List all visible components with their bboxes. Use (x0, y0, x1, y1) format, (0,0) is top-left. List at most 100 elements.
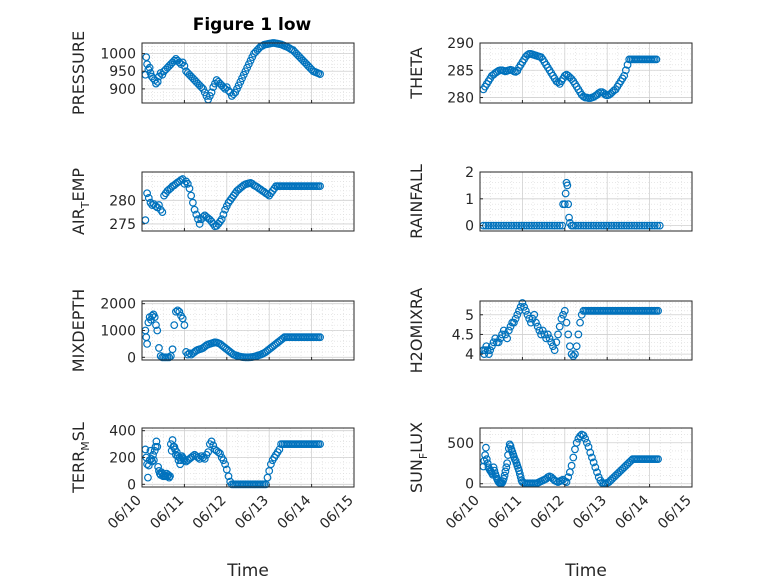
data-point (502, 463, 511, 472)
data-point (185, 184, 194, 193)
data-point (153, 77, 162, 86)
axes-box (479, 427, 693, 488)
y-label-part: SUN (407, 459, 426, 493)
y-tick-label: 1000 (100, 47, 136, 63)
data-point (144, 473, 152, 482)
subplot-3: 275 280 AIRTEMP (69, 168, 355, 235)
data-point (486, 346, 495, 355)
y-tick-label: 5 (465, 308, 474, 324)
data-point (219, 83, 228, 92)
data-point (316, 333, 324, 342)
data-point (650, 221, 659, 230)
data-point (643, 221, 651, 230)
data-point (574, 330, 583, 339)
y-axis-label: RAINFALL (407, 164, 426, 239)
x-tick-label: 06/13 (232, 493, 272, 533)
y-tick-label: 4 (465, 347, 474, 363)
y-axis-label: THETA (407, 47, 426, 99)
data-point (229, 90, 238, 99)
data-point (564, 200, 573, 209)
y-tick-label: 0 (465, 477, 474, 493)
data-point (170, 56, 179, 65)
x-tick-label: 06/15 (655, 493, 695, 533)
data-point (547, 338, 556, 347)
data-point (197, 83, 206, 92)
y-label-part: AIR (69, 208, 88, 235)
data-point (499, 474, 508, 483)
data-point (185, 349, 194, 358)
y-tick-label: 2000 (100, 297, 136, 313)
data-point (591, 463, 600, 472)
data-point (562, 478, 571, 486)
y-tick-label: 1 (465, 192, 474, 208)
data-point (143, 189, 151, 198)
data-point (612, 221, 621, 230)
data-point (207, 437, 216, 446)
data-point (594, 221, 603, 230)
data-point (151, 202, 160, 210)
data-point (527, 221, 536, 230)
data-point (567, 461, 576, 470)
axes-box (141, 42, 355, 104)
data-point (592, 221, 601, 230)
data-point (586, 448, 595, 457)
y-tick-label: 400 (109, 424, 136, 440)
data-point (557, 314, 566, 323)
data-point (503, 334, 512, 343)
data-point (540, 330, 549, 339)
data-point (655, 221, 664, 230)
data-point (538, 221, 546, 230)
data-point (180, 62, 189, 70)
data-point (172, 307, 180, 316)
data-point (535, 326, 544, 335)
data-point (543, 221, 551, 230)
data-point (535, 221, 544, 230)
data-point (168, 345, 177, 354)
data-point (604, 221, 613, 230)
data-point (316, 440, 324, 448)
data-point (548, 221, 556, 230)
y-tick-label: 1000 (100, 324, 136, 340)
data-point (152, 79, 160, 88)
data-point (542, 334, 551, 343)
data-point (516, 473, 525, 482)
data-point (170, 321, 179, 330)
data-point (602, 221, 611, 230)
data-point (217, 215, 226, 224)
y-tick-label: 290 (447, 36, 474, 52)
data-point (635, 221, 644, 230)
data-point (497, 221, 506, 230)
y-label-part: LUX (407, 422, 426, 453)
data-point (565, 213, 573, 222)
data-point (584, 221, 593, 230)
y-tick-label: 0 (127, 477, 136, 493)
x-tick-label: 06/12 (528, 493, 568, 533)
data-point (563, 181, 572, 190)
data-point (582, 221, 590, 230)
data-point (195, 220, 204, 228)
data-point (221, 460, 230, 469)
data-point (560, 200, 569, 209)
data-point (180, 456, 189, 465)
x-tick-label: 06/15 (317, 493, 357, 533)
data-point (489, 338, 498, 347)
data-point (610, 221, 618, 230)
data-point (569, 221, 578, 230)
data-point (190, 205, 199, 214)
data-point (484, 221, 493, 230)
data-point (545, 221, 554, 230)
data-point (153, 326, 162, 335)
data-point (221, 205, 230, 214)
x-tick-label: 06/10 (105, 493, 145, 533)
data-point (569, 453, 578, 462)
data-point (482, 443, 490, 452)
data-point (204, 448, 213, 457)
x-axis-label: Time (226, 561, 269, 581)
data-point (316, 70, 324, 78)
x-tick-label: 06/12 (190, 493, 230, 533)
data-point (589, 458, 598, 467)
data-point (561, 189, 570, 198)
data-point (543, 330, 552, 339)
data-point (515, 221, 523, 230)
